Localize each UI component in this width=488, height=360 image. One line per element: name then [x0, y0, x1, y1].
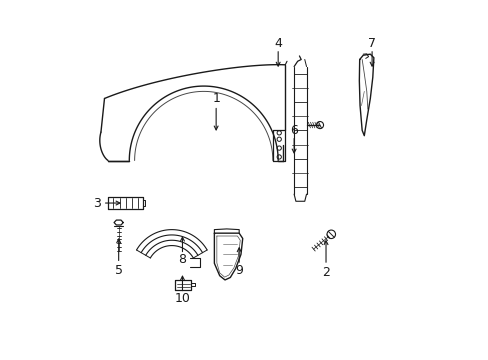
Text: 2: 2 [322, 266, 329, 279]
Text: 3: 3 [93, 197, 101, 210]
Text: 4: 4 [274, 37, 282, 50]
Text: 8: 8 [178, 253, 186, 266]
Text: 10: 10 [174, 292, 190, 305]
Text: 5: 5 [115, 264, 122, 277]
Text: 7: 7 [367, 37, 375, 50]
Text: 1: 1 [212, 92, 220, 105]
Text: 6: 6 [289, 124, 298, 137]
Text: 9: 9 [235, 264, 243, 277]
